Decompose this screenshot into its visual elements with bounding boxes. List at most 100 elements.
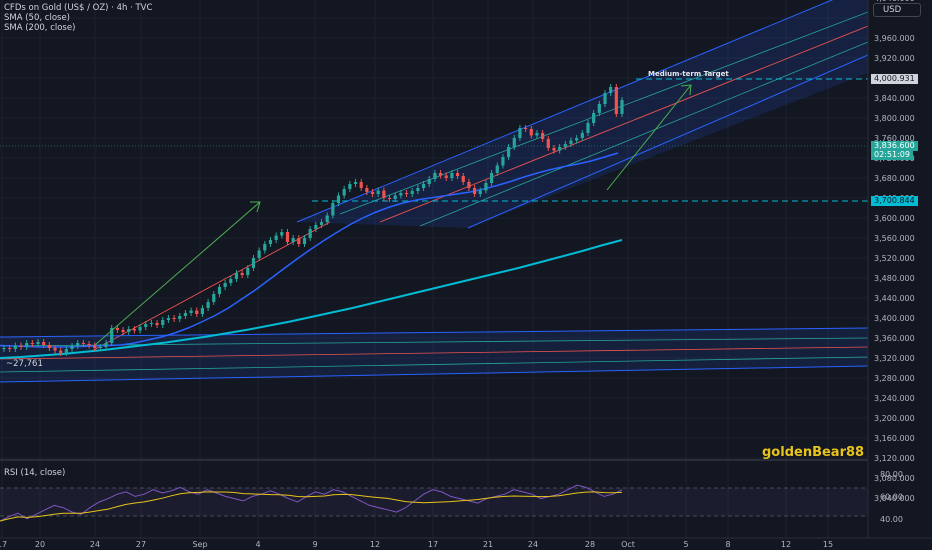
candle-body [132,329,137,331]
sma-50-line [0,152,619,348]
candle-body [331,203,335,216]
time-axis-tick: Sep [192,540,207,549]
candle-body [42,342,46,345]
candle-body [353,182,358,184]
candle-body [518,128,522,138]
time-axis-tick: 21 [483,540,493,549]
price-axis-tick: 3,920.000 [874,54,915,63]
candle-body [319,222,324,225]
candle-body [47,345,51,348]
candle-body [524,128,528,129]
candle-body [110,328,114,343]
candle-body [336,195,341,203]
candle-body [382,190,386,198]
candle-body [274,235,278,240]
candle-body [195,310,199,314]
time-axis-tick: 4 [255,540,260,549]
time-axis-tick: Oct [621,540,635,549]
candle-body [297,238,301,244]
candle-body [387,198,392,199]
rsi-legend[interactable]: RSI (14, close) [4,468,66,478]
candle-body [217,287,222,294]
candle-body [70,346,74,349]
support-price-tag: 3,700.844 [871,196,918,206]
candle-body [512,138,516,147]
author-watermark: goldenBear88 [762,445,865,460]
price-axis-tick: 3,200.000 [874,414,915,423]
candle-body [240,273,244,275]
price-axis-tick: 3,480.000 [874,274,915,283]
price-axis-tick: 3,040.000 [874,494,915,503]
price-axis-tick: 3,120.000 [874,454,915,463]
candle-body [427,179,431,184]
candle-body [404,193,409,194]
rising-channel-upper [296,0,834,223]
candle-body [455,173,460,176]
time-axis-tick: 17 [428,540,438,549]
symbol-title: CFDs on Gold (US$ / OZ) · 4h · TVC [4,3,153,13]
candle-body [535,133,539,136]
rsi-axis[interactable]: 80.00 60.00 40.00 [880,470,903,524]
price-axis-tick: 3,320.000 [874,354,915,363]
price-axis-tick: 3,800.000 [874,114,915,123]
low-price-label: ~27,761 [6,359,43,369]
rising-channel-inner-lower [419,41,868,227]
time-axis-tick: 9 [312,540,317,549]
price-axis-tick: 3,520.000 [874,254,915,263]
candle-body [81,343,85,344]
candle-body [285,232,290,242]
time-axis[interactable]: 17 20 24 27 Sep 4 9 12 17 21 24 28 Oct 5 8 12 15 [0,540,833,549]
rsi-moving-average-line [0,491,623,522]
candle-body [603,93,607,104]
candle-body [438,173,443,176]
time-axis-tick: 20 [35,540,45,549]
candle-body [30,343,34,344]
rsi-axis-tick: 60.00 [880,492,903,501]
candle-body [263,244,267,251]
candle-body [308,229,312,238]
candle-body [257,250,261,258]
candle-body [280,232,284,236]
candle-body [399,193,403,196]
sma-50-legend[interactable]: SMA (50, close) [4,13,70,23]
currency-button[interactable]: USD [873,3,921,17]
candle-body [472,188,477,194]
symbol-legend[interactable]: CFDs on Gold (US$ / OZ) · 4h · TVC SMA (… [4,3,152,33]
rsi-axis-tick: 40.00 [880,515,903,524]
price-axis-tick: 3,440.000 [874,294,915,303]
candle-body [529,129,533,136]
rising-channel-midline [379,25,868,223]
candle-body [467,182,471,188]
candle-body [376,190,380,194]
time-axis-tick: 24 [528,540,538,549]
horizontal-channel-midline [0,346,868,360]
sma-200-legend[interactable]: SMA (200, close) [4,23,76,33]
time-axis-tick: 5 [683,540,688,549]
candle-body [450,173,454,178]
sma-200-line [0,239,623,359]
candle-body [433,173,437,179]
candle-body [223,283,227,287]
projection-arrow-august [94,201,261,346]
candle-body [166,318,171,320]
candle-body [558,147,562,151]
candle-body [461,176,465,182]
candle-body [8,348,12,349]
candle-body [200,308,205,314]
candle-body [302,238,307,244]
candle-body [546,139,550,148]
time-axis-tick: 24 [90,540,100,549]
horizontal-channel-lower [0,365,868,383]
candle-body [229,279,233,283]
candle-body [36,342,40,344]
candle-body [416,188,420,191]
candle-body [342,189,346,196]
projection-arrow-target [606,84,692,191]
bar-countdown-tag: 02:51:09 [871,150,913,160]
candle-body [206,302,210,308]
candle-body [597,104,601,113]
candle-body [575,138,579,141]
candle-body [410,191,414,194]
price-axis-tick: 3,280.000 [874,374,915,383]
